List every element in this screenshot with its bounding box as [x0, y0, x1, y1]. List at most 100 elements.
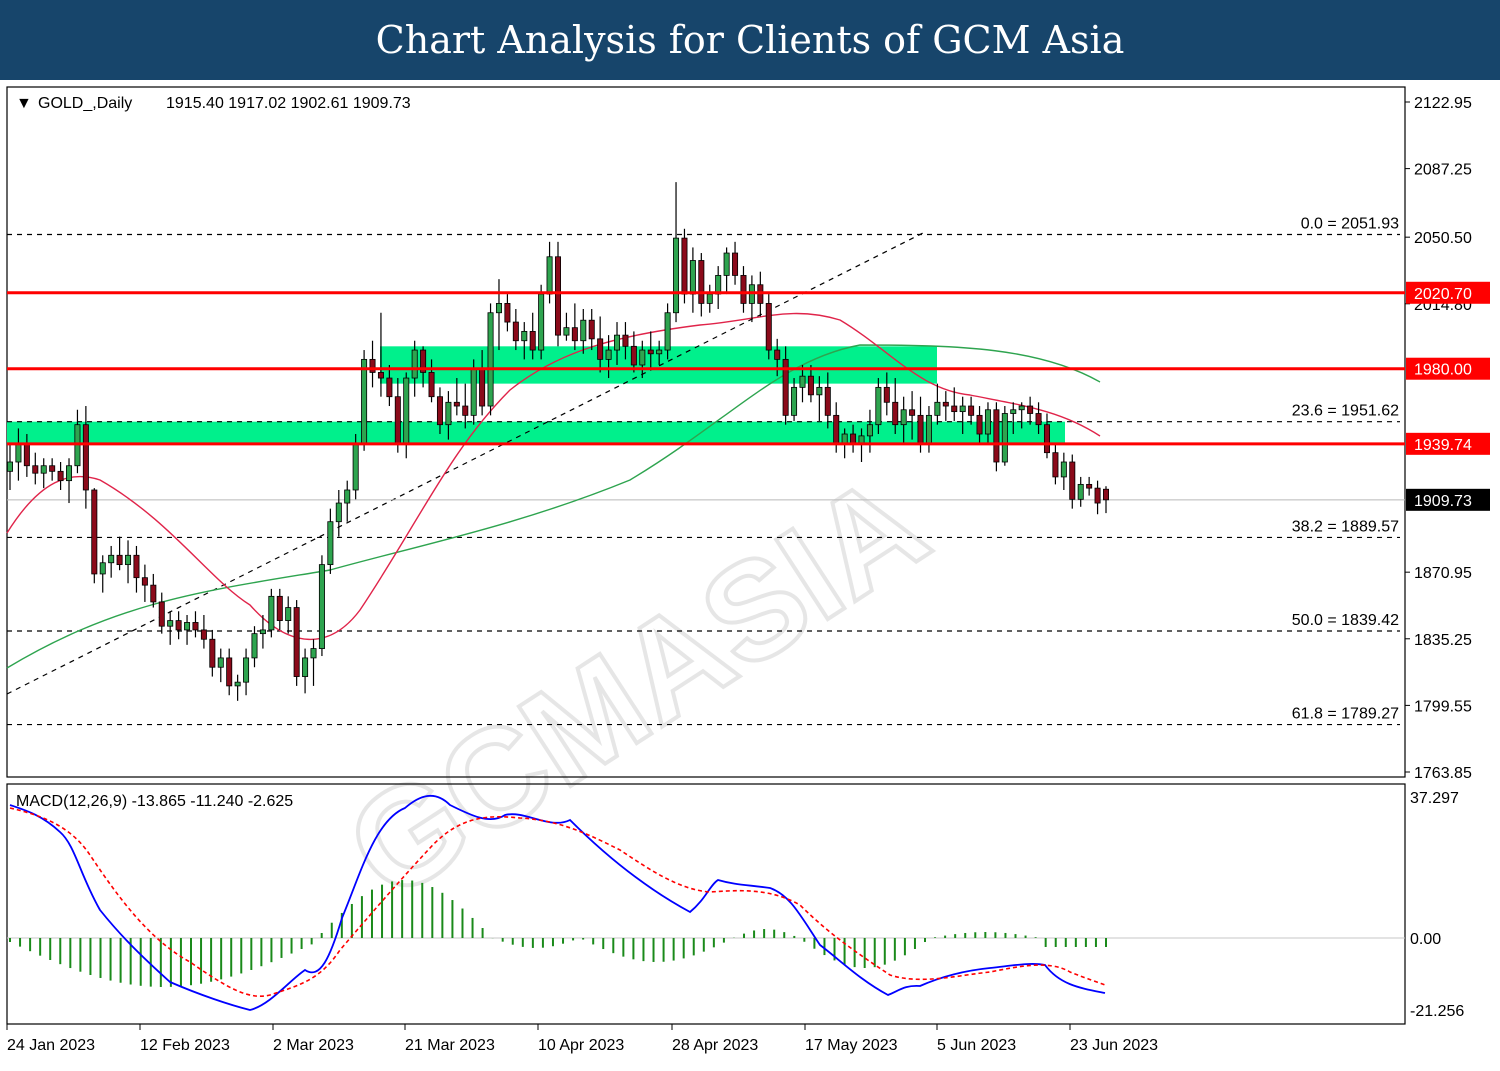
- candle-body: [91, 489, 98, 575]
- candle: [984, 402, 991, 444]
- candle-body: [765, 303, 772, 351]
- candle-body: [293, 607, 300, 677]
- candle-body: [563, 327, 570, 336]
- candle-body: [1060, 461, 1067, 478]
- candle-body: [740, 275, 747, 304]
- fibonacci-levels: 0.0 = 2051.93 23.6 = 1951.62 38.2 = 1889.5…: [7, 216, 1400, 726]
- candle: [436, 387, 443, 435]
- candle: [605, 335, 612, 379]
- candle-body: [403, 377, 410, 444]
- candle-body: [1001, 413, 1008, 463]
- symbol-dropdown-icon[interactable]: ▼: [16, 95, 32, 112]
- candle: [268, 588, 275, 638]
- candle: [942, 391, 949, 421]
- candle: [883, 372, 890, 416]
- candle-body: [774, 349, 781, 360]
- candle-body: [1027, 405, 1034, 414]
- candle: [1060, 452, 1067, 490]
- candle: [968, 396, 975, 425]
- candle: [32, 452, 39, 485]
- candle: [302, 648, 309, 694]
- candle: [386, 364, 393, 407]
- candle-body: [66, 465, 73, 482]
- candle-body: [816, 386, 823, 396]
- candle-body: [495, 303, 502, 314]
- candle-body: [698, 260, 705, 304]
- candle: [1010, 402, 1017, 435]
- candle: [1018, 402, 1025, 429]
- candle: [209, 629, 216, 677]
- candle-body: [689, 260, 696, 295]
- macd-axis-max: 37.297: [1410, 790, 1459, 807]
- candle: [453, 378, 460, 416]
- candle-body: [900, 409, 907, 426]
- candle-body: [327, 521, 334, 566]
- date-tick-label: 21 Mar 2023: [405, 1037, 495, 1054]
- date-tick-label: 10 Apr 2023: [538, 1037, 624, 1054]
- candle: [951, 387, 958, 421]
- level-price-tag: [1406, 357, 1490, 380]
- candle-body: [504, 303, 511, 323]
- level-price-tag: [1406, 432, 1490, 455]
- date-tick-label: 12 Feb 2023: [140, 1037, 230, 1054]
- candle: [976, 406, 983, 444]
- candlestick-series: [7, 182, 1110, 701]
- candle: [495, 279, 502, 351]
- candle-body: [445, 401, 452, 426]
- price-tick-label: 2087.25: [1414, 162, 1472, 179]
- candle: [934, 383, 941, 425]
- candle: [909, 391, 916, 440]
- candle-body: [57, 470, 64, 482]
- level-price-label: 1980.00: [1414, 362, 1472, 379]
- chart-background: [0, 80, 1500, 1071]
- candle: [1001, 406, 1008, 466]
- price-tick-label: 2122.95: [1414, 95, 1472, 112]
- candle-body: [394, 396, 401, 444]
- candle: [614, 322, 621, 365]
- candle: [1103, 486, 1110, 514]
- fib-label: 38.2 = 1889.57: [1292, 518, 1399, 535]
- macd-line: [9, 795, 1106, 1011]
- candle-body: [934, 401, 941, 416]
- candle-body: [259, 629, 266, 635]
- candle-body: [133, 554, 140, 579]
- candle-body: [1052, 452, 1059, 478]
- green-zone: [7, 421, 1065, 444]
- candle-body: [243, 657, 250, 683]
- candle-body: [1086, 483, 1093, 489]
- candle: [318, 555, 325, 657]
- candle-body: [200, 629, 207, 640]
- candle-body: [925, 414, 932, 444]
- candle: [630, 331, 637, 373]
- macd-signal-line: [9, 807, 1106, 997]
- candle-body: [462, 405, 469, 416]
- candle: [445, 391, 452, 440]
- candle: [622, 322, 629, 360]
- candle: [1052, 443, 1059, 485]
- candle: [673, 182, 680, 323]
- candle: [1077, 476, 1084, 507]
- candle-body: [1043, 424, 1050, 454]
- candle-body: [807, 375, 814, 396]
- candle-body: [538, 293, 545, 351]
- candle-body: [352, 442, 359, 491]
- candle: [293, 600, 300, 686]
- candle: [807, 364, 814, 403]
- current-price-tag: [1406, 488, 1490, 511]
- candle-body: [7, 461, 13, 472]
- candle-body: [833, 414, 840, 444]
- candle-body: [167, 620, 174, 627]
- candle: [40, 458, 47, 489]
- candle-body: [192, 622, 199, 631]
- candle-body: [588, 319, 595, 340]
- candle-body: [116, 554, 123, 566]
- date-tick-label: 24 Jan 2023: [7, 1037, 95, 1054]
- candle: [125, 540, 132, 584]
- candle-body: [318, 564, 325, 649]
- candle: [740, 266, 747, 313]
- candle: [799, 364, 806, 403]
- candle-body: [15, 442, 22, 463]
- price-axis: 2122.952087.252050.502014.801870.951835.…: [1405, 95, 1490, 782]
- candle: [66, 458, 73, 504]
